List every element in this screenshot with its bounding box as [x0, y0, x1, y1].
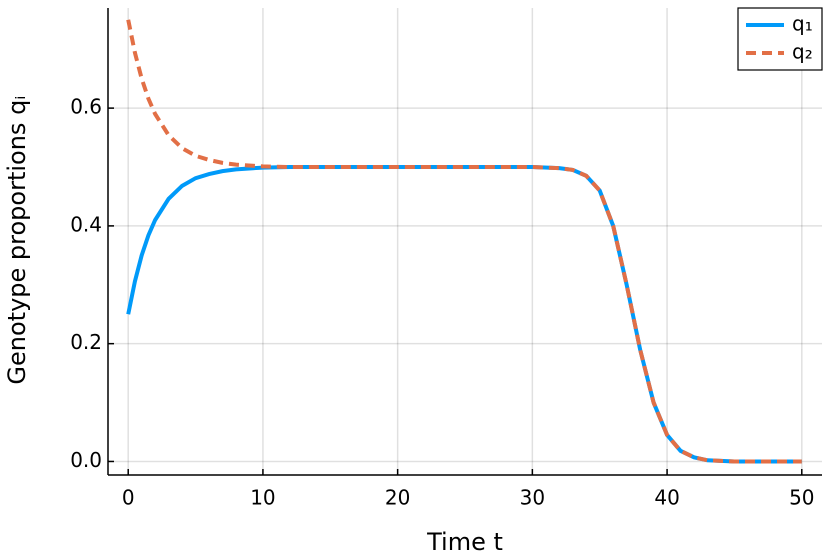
- x-tick-label: 30: [520, 486, 545, 510]
- y-tick-label: 0.2: [70, 330, 102, 354]
- x-tick-label: 10: [250, 486, 275, 510]
- y-tick-label: 0.4: [70, 212, 102, 236]
- legend-label: q₂: [792, 40, 813, 64]
- y-tick-label: 0.6: [70, 95, 102, 119]
- legend-box: [737, 7, 823, 71]
- x-tick-label: 40: [654, 486, 679, 510]
- x-tick-label: 0: [122, 486, 135, 510]
- y-tick-label: 0.0: [70, 448, 102, 472]
- x-tick-label: 50: [789, 486, 814, 510]
- line: [126, 165, 802, 464]
- y-axis-label: Genotype proportions qᵢ: [3, 95, 31, 384]
- legend-label: q₁: [792, 12, 813, 36]
- x-tick-label: 20: [385, 486, 410, 510]
- x-axis-label: Time t: [426, 528, 503, 556]
- line: [126, 19, 802, 464]
